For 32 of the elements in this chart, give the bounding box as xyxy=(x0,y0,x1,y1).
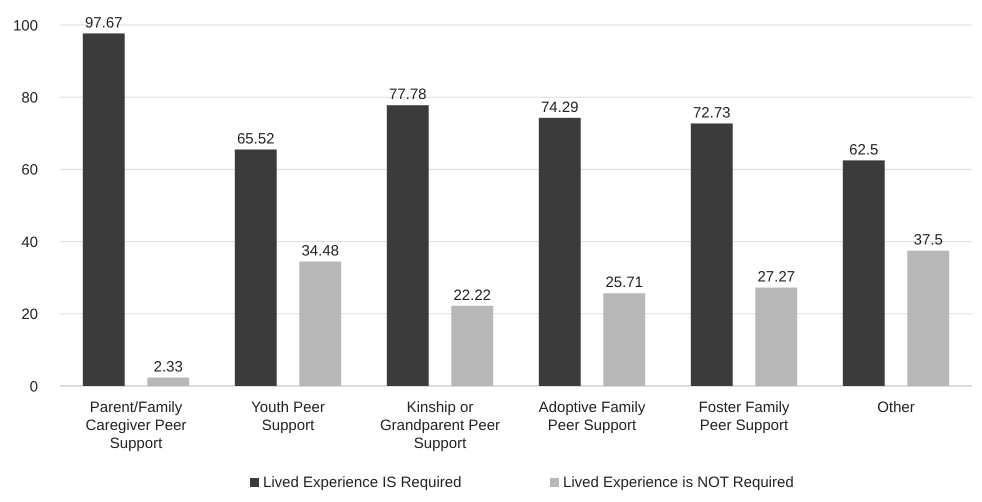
x-tick-label: Other xyxy=(877,399,915,416)
bar xyxy=(690,123,733,386)
x-tick-label: Foster Family Peer Support xyxy=(698,399,790,434)
y-tick-label: 0 xyxy=(30,378,38,396)
data-label: 27.27 xyxy=(757,268,796,286)
data-label: 22.22 xyxy=(453,286,492,304)
y-tick-label: 80 xyxy=(21,89,38,106)
bar xyxy=(386,105,429,386)
x-tick-label: Parent/Family Caregiver Peer Support xyxy=(86,399,186,452)
y-tick-label: 40 xyxy=(21,234,38,251)
data-label: 74.29 xyxy=(540,98,579,116)
data-label: 34.48 xyxy=(301,242,340,260)
bar xyxy=(538,118,581,386)
bar xyxy=(234,149,277,386)
data-label: 97.67 xyxy=(84,14,123,32)
legend-label: Lived Experience is NOT Required xyxy=(563,474,794,491)
x-tick-label: Adoptive Family Peer Support xyxy=(538,399,646,434)
bar xyxy=(82,33,125,386)
data-label: 77.78 xyxy=(388,86,427,104)
y-tick-label: 60 xyxy=(21,162,38,179)
x-tick-label: Youth Peer Support xyxy=(251,399,325,434)
x-tick-label: Kinship or Grandparent Peer Support xyxy=(380,399,500,452)
data-label: 2.33 xyxy=(154,358,183,376)
data-label: 65.52 xyxy=(236,130,275,148)
data-label: 72.73 xyxy=(692,104,731,122)
data-label: 25.71 xyxy=(605,274,644,292)
y-tick-label: 20 xyxy=(21,306,38,324)
y-tick-label: 100 xyxy=(12,17,38,34)
data-label: 62.5 xyxy=(849,141,878,158)
bar xyxy=(842,160,885,386)
data-label: 37.5 xyxy=(914,232,943,249)
legend-label: Lived Experience IS Required xyxy=(263,474,462,491)
